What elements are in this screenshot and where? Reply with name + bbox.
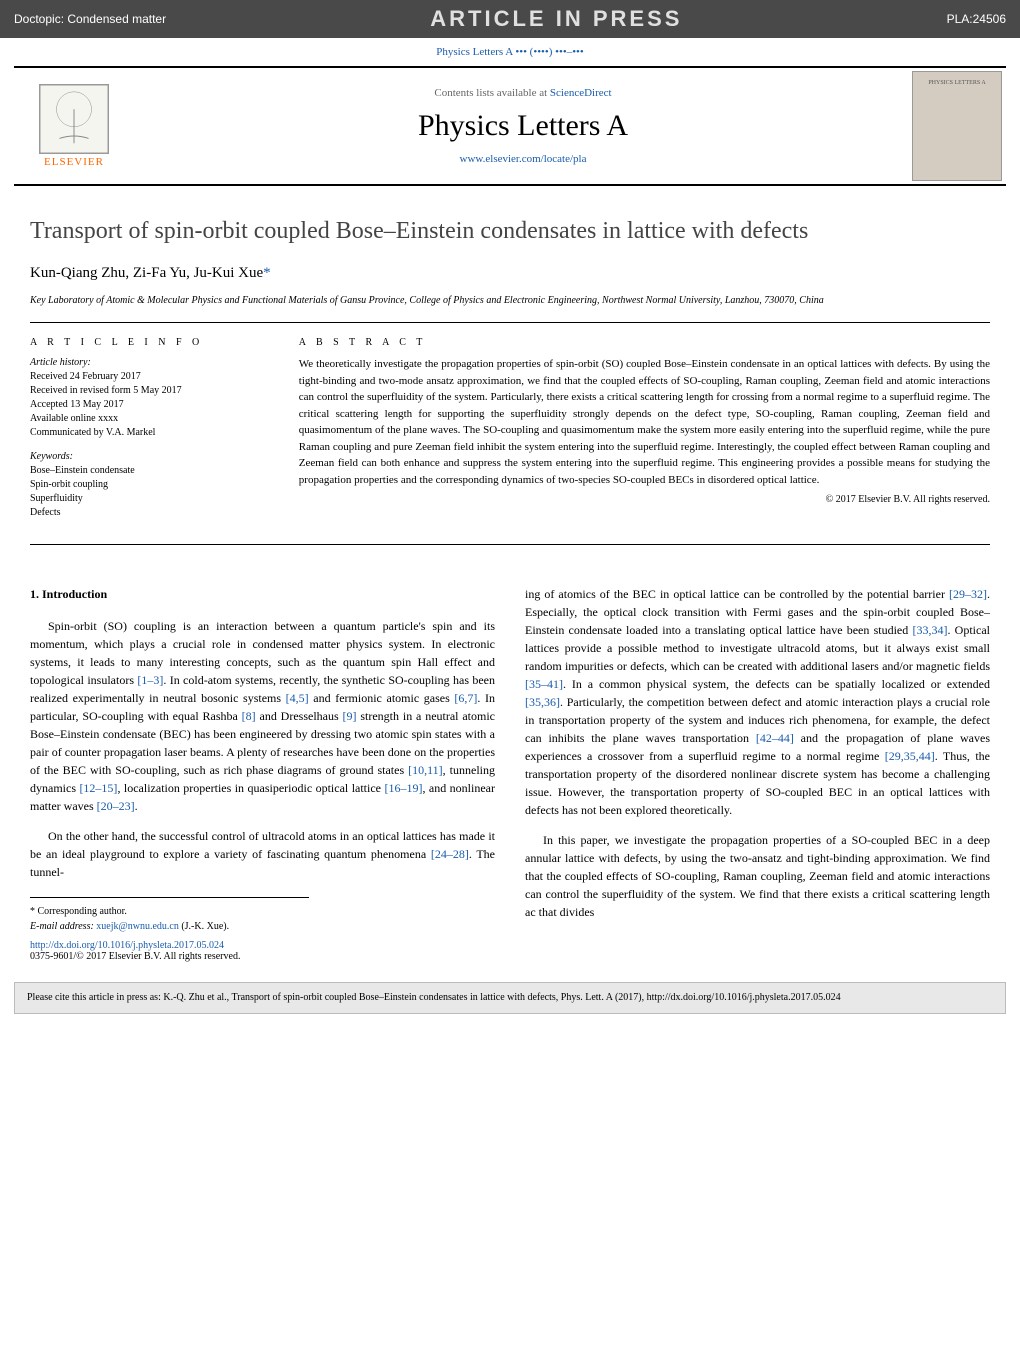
revised-date: Received in revised form 5 May 2017 [30,384,279,398]
accepted-date: Accepted 13 May 2017 [30,398,279,412]
corresponding-mark: * [263,265,271,281]
authors: Kun-Qiang Zhu, Zi-Fa Yu, Ju-Kui Xue* [30,265,990,282]
body-paragraph: ing of atomics of the BEC in optical lat… [525,585,990,819]
article-in-press-banner: ARTICLE IN PRESS [430,6,682,32]
elsevier-logo: ELSEVIER [14,68,134,184]
journal-url[interactable]: www.elsevier.com/locate/pla [134,153,912,165]
article-info: A R T I C L E I N F O Article history: R… [30,337,299,530]
ref-link[interactable]: [16–19] [384,781,422,795]
body-paragraph: On the other hand, the successful contro… [30,827,495,881]
ref-link[interactable]: [35–41] [525,677,563,691]
journal-header: ELSEVIER Contents lists available at Sci… [14,66,1006,186]
keyword: Bose–Einstein condensate [30,464,279,478]
ref-link[interactable]: [29–32] [949,587,987,601]
contents-prefix: Contents lists available at [434,87,549,99]
article-front-matter: Transport of spin-orbit coupled Bose–Ein… [0,186,1020,545]
ref-link[interactable]: [10,11] [408,763,443,777]
info-abstract-row: A R T I C L E I N F O Article history: R… [30,323,990,544]
ref-link[interactable]: [9] [343,709,357,723]
email-link[interactable]: xuejk@nwnu.edu.cn [96,921,179,932]
email-attribution: (J.-K. Xue). [179,921,229,932]
ref-link[interactable]: [12–15] [79,781,117,795]
ref-link[interactable]: [1–3] [137,673,163,687]
cover-thumb-title: PHYSICS LETTERS A [928,80,985,86]
footnote-block: * Corresponding author. E-mail address: … [30,897,309,934]
elsevier-wordmark: ELSEVIER [44,156,104,168]
author-list: Kun-Qiang Zhu, Zi-Fa Yu, Ju-Kui Xue [30,265,263,281]
section-heading: 1. Introduction [30,585,495,603]
doi-link[interactable]: http://dx.doi.org/10.1016/j.physleta.201… [30,940,990,951]
history-label: Article history: [30,356,279,370]
keywords-block: Keywords: Bose–Einstein condensate Spin-… [30,450,279,520]
abstract-copyright: © 2017 Elsevier B.V. All rights reserved… [299,494,990,505]
ref-link[interactable]: [42–44] [756,731,794,745]
ref-link[interactable]: [33,34] [912,623,947,637]
email-line: E-mail address: xuejk@nwnu.edu.cn (J.-K.… [30,919,309,934]
received-date: Received 24 February 2017 [30,370,279,384]
body-paragraph: In this paper, we investigate the propag… [525,831,990,921]
doi-block: http://dx.doi.org/10.1016/j.physleta.201… [0,934,1020,972]
sciencedirect-link[interactable]: ScienceDirect [550,87,612,99]
journal-name: Physics Letters A [134,109,912,143]
abstract-text: We theoretically investigate the propaga… [299,356,990,488]
history-block: Article history: Received 24 February 20… [30,356,279,440]
citation-header: Physics Letters A ••• (••••) •••–••• [0,38,1020,62]
body-paragraph: Spin-orbit (SO) coupling is an interacti… [30,617,495,815]
communicated-by: Communicated by V.A. Markel [30,426,279,440]
article-title: Transport of spin-orbit coupled Bose–Ein… [30,216,990,247]
doctopic-label: Doctopic: Condensed matter [14,12,166,26]
ref-link[interactable]: [24–28] [431,847,469,861]
body-columns: 1. Introduction Spin-orbit (SO) coupling… [0,545,1020,934]
affiliation: Key Laboratory of Atomic & Molecular Phy… [30,294,990,308]
ref-link[interactable]: [8] [242,709,256,723]
ref-link[interactable]: [20–23] [97,799,135,813]
contents-line: Contents lists available at ScienceDirec… [134,87,912,99]
ref-link[interactable]: [4,5] [286,691,309,705]
left-column: 1. Introduction Spin-orbit (SO) coupling… [30,585,495,934]
info-heading: A R T I C L E I N F O [30,337,279,348]
keywords-label: Keywords: [30,450,279,464]
keyword: Superfluidity [30,492,279,506]
email-label: E-mail address: [30,921,96,932]
corresponding-note: * Corresponding author. [30,904,309,919]
ref-link[interactable]: [6,7] [454,691,477,705]
cover-thumbnail: PHYSICS LETTERS A [912,71,1002,181]
abstract-heading: A B S T R A C T [299,337,990,348]
available-date: Available online xxxx [30,412,279,426]
ref-link[interactable]: [35,36] [525,695,560,709]
keyword: Spin-orbit coupling [30,478,279,492]
article-id: PLA:24506 [947,12,1006,26]
right-column: ing of atomics of the BEC in optical lat… [525,585,990,934]
ref-link[interactable]: [29,35,44] [885,749,935,763]
abstract: A B S T R A C T We theoretically investi… [299,337,990,530]
cite-box: Please cite this article in press as: K.… [14,982,1006,1014]
elsevier-tree-icon [39,84,109,154]
issn-copyright: 0375-9601/© 2017 Elsevier B.V. All right… [30,951,990,962]
top-bar: Doctopic: Condensed matter ARTICLE IN PR… [0,0,1020,38]
keyword: Defects [30,506,279,520]
header-center: Contents lists available at ScienceDirec… [134,87,912,165]
